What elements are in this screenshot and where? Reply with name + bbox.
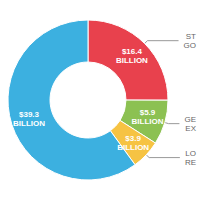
svg-text:$3.9: $3.9 <box>125 134 141 143</box>
svg-text:$5.9: $5.9 <box>140 108 156 117</box>
svg-text:$16.4: $16.4 <box>122 47 143 56</box>
svg-text:BILLION: BILLION <box>131 117 163 126</box>
svg-text:LO: LO <box>185 149 196 158</box>
svg-text:BILLION: BILLION <box>116 56 148 65</box>
svg-text:ST: ST <box>186 32 196 41</box>
svg-text:BILLION: BILLION <box>117 143 149 152</box>
svg-text:GO: GO <box>184 41 196 50</box>
svg-text:GE: GE <box>184 115 196 124</box>
svg-text:EX: EX <box>185 124 196 133</box>
svg-text:$39.3: $39.3 <box>19 110 40 119</box>
svg-text:BILLION: BILLION <box>13 119 45 128</box>
svg-text:RE: RE <box>185 158 196 167</box>
